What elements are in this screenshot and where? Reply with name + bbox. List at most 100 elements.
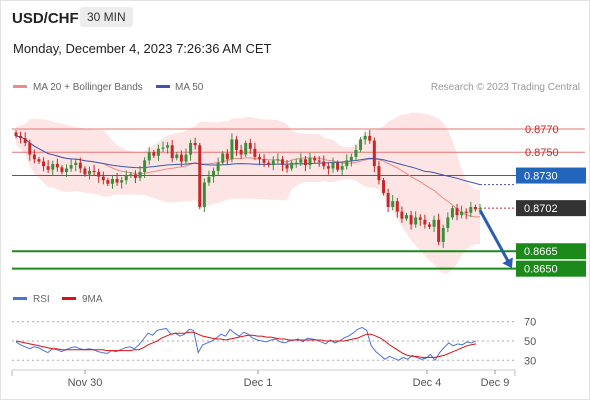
candle-body (257, 156, 261, 160)
candle-body (28, 142, 32, 155)
forecast-arrow-shaft (478, 209, 512, 266)
candle-body (97, 172, 101, 177)
candle-body (446, 217, 450, 228)
candle-body (336, 162, 340, 170)
candle-body (198, 145, 202, 207)
candle-body (340, 166, 344, 170)
rsi-tick-30: 30 (524, 355, 536, 367)
candle-body (294, 162, 298, 164)
candle-body (74, 162, 78, 166)
candle-body (60, 167, 64, 173)
candle-body (124, 175, 128, 181)
candle-body (147, 152, 151, 161)
candle-body (382, 180, 386, 193)
candle-body (400, 211, 404, 219)
candle-body (290, 162, 294, 169)
resistance-label-0.8750: 0.8750 (525, 147, 559, 159)
currency-pair-label: USD/CHF (12, 10, 79, 27)
candle-body (409, 215, 413, 225)
candle-body (51, 163, 55, 170)
rsi-tick-70: 70 (524, 317, 536, 329)
candle-body (110, 179, 114, 184)
candle-body (395, 201, 399, 212)
candle-body (372, 140, 376, 167)
support-label-0.8665: 0.8665 (524, 246, 558, 258)
candle-body (423, 219, 427, 225)
candle-body (189, 142, 193, 155)
candle-body (349, 156, 353, 161)
bollinger-band (16, 112, 480, 274)
candle-body (271, 160, 275, 166)
bollinger-band-area (16, 112, 480, 274)
support-tag-0.8650 (516, 260, 586, 277)
candle-body (14, 132, 18, 136)
candle-body (221, 153, 225, 163)
candle-body (106, 180, 110, 184)
candle-body (354, 149, 358, 157)
candle-body (248, 142, 252, 149)
candle-body (55, 163, 59, 168)
time-tick-label: Dec 1 (244, 377, 273, 389)
candle-body (432, 219, 436, 227)
current-price-label: 0.8702 (524, 203, 558, 215)
pivot-label-0.8730: 0.8730 (524, 171, 558, 183)
candle-body (262, 159, 266, 163)
ma20-legend-swatch (13, 85, 27, 88)
candle-body (280, 159, 284, 166)
ma50-legend-label: MA 50 (175, 82, 204, 93)
support-tag-0.8665 (516, 243, 586, 260)
rsi-legend-swatch (13, 297, 27, 300)
candle-body (37, 159, 41, 162)
candle-body (414, 217, 418, 225)
candle-body (363, 135, 367, 140)
time-axis: Nov 30 Dec 1 Dec 4 Dec 9 (11, 369, 516, 389)
candle-body (152, 152, 156, 156)
candle-body (391, 201, 395, 207)
candle-body (404, 215, 408, 219)
candle-body (193, 142, 197, 146)
candle-body (253, 148, 257, 157)
candle-body (386, 193, 390, 207)
candle-body (207, 176, 211, 183)
candle-body (138, 172, 142, 178)
time-tick-label: Dec 4 (413, 377, 442, 389)
candle-body (32, 154, 36, 160)
timeframe-badge[interactable]: 30 MIN (80, 7, 133, 27)
current-price-tag (516, 200, 586, 217)
support-label-0.8650: 0.8650 (524, 264, 558, 276)
candles (14, 129, 482, 248)
candle-body (156, 148, 160, 156)
candle-body (427, 224, 431, 227)
candle-body (161, 147, 165, 149)
forecast-arrow-head (502, 257, 513, 269)
rsi-ma-line (15, 331, 477, 358)
candle-body (345, 160, 349, 167)
candle-body (92, 170, 96, 173)
candle-body (69, 165, 73, 169)
candle-body (308, 158, 312, 166)
level-labels: 0.8770 0.8750 0.8730 0.8702 0.8665 0.8650 (516, 124, 586, 277)
candle-body (42, 161, 46, 167)
candle-body (478, 208, 482, 210)
time-tick-label: Dec 9 (481, 377, 510, 389)
candle-body (65, 168, 69, 173)
rsi-tick-50: 50 (524, 336, 536, 348)
candle-body (88, 170, 92, 175)
candle-body (359, 139, 363, 150)
time-tick-label: Nov 30 (68, 377, 103, 389)
candle-body (225, 153, 229, 160)
candle-body (115, 179, 119, 183)
candle-body (212, 170, 216, 177)
rsi-ma-legend-label: 9MA (82, 294, 103, 305)
candle-body (276, 159, 280, 161)
candle-body (23, 138, 27, 143)
candle-body (473, 206, 477, 210)
candle-body (78, 162, 82, 169)
candle-body (368, 135, 372, 141)
ma50-legend-swatch (156, 85, 170, 88)
candle-body (46, 166, 50, 170)
candle-body (317, 160, 321, 162)
candle-body (235, 139, 239, 150)
pivot-tag-0.8730 (516, 167, 586, 184)
